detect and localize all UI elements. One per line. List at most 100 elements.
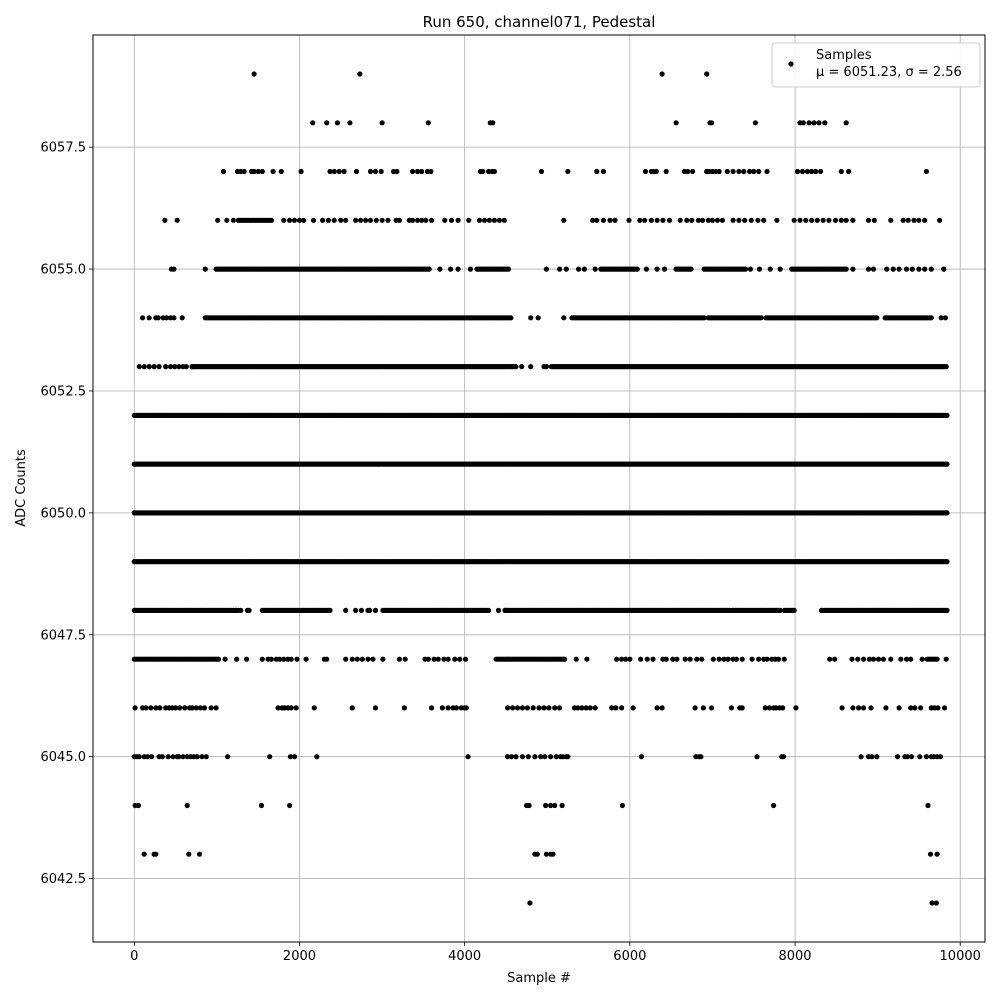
- data-point: [916, 217, 922, 223]
- data-point: [781, 656, 787, 662]
- y-tick-label: 6047.5: [41, 628, 87, 643]
- data-point: [755, 217, 761, 223]
- data-point: [281, 656, 287, 662]
- data-point: [659, 71, 665, 77]
- data-point: [918, 705, 924, 711]
- data-point: [287, 217, 293, 223]
- data-point: [429, 705, 435, 711]
- data-point: [565, 168, 571, 175]
- data-point: [491, 217, 497, 223]
- data-point: [630, 705, 636, 711]
- data-point: [172, 364, 178, 370]
- data-point: [357, 71, 363, 77]
- data-point: [648, 217, 654, 223]
- data-point: [327, 607, 333, 614]
- x-axis-label: Sample #: [507, 971, 571, 986]
- data-point: [324, 656, 330, 662]
- data-point: [534, 851, 540, 857]
- data-point: [259, 656, 265, 662]
- data-point: [186, 851, 192, 857]
- data-point: [162, 217, 168, 223]
- data-point: [184, 802, 190, 809]
- data-point: [843, 266, 849, 272]
- data-point: [373, 217, 379, 223]
- data-point: [816, 120, 822, 126]
- data-point: [938, 315, 944, 321]
- data-point: [934, 656, 940, 662]
- data-point: [410, 217, 416, 223]
- data-point: [311, 705, 317, 711]
- data-point: [480, 168, 486, 175]
- data-point: [644, 656, 650, 662]
- data-point: [415, 217, 421, 223]
- data-point: [548, 802, 554, 809]
- data-point: [463, 705, 469, 711]
- data-point: [548, 754, 554, 760]
- data-point: [888, 217, 894, 223]
- data-point: [455, 217, 461, 223]
- data-point: [800, 120, 806, 126]
- data-point: [442, 217, 448, 223]
- data-point: [354, 656, 360, 662]
- data-point: [325, 217, 331, 223]
- data-point: [331, 217, 337, 223]
- data-point: [797, 217, 803, 223]
- data-point: [736, 168, 742, 175]
- y-axis: 6042.5 6045.0 6047.5 6050.0 6052.5 6055.0 6057…: [41, 141, 93, 887]
- data-point: [733, 656, 740, 662]
- data-point: [230, 217, 236, 223]
- data-point: [767, 266, 773, 272]
- data-point: [171, 315, 177, 321]
- data-point: [402, 656, 408, 662]
- data-point: [725, 656, 731, 662]
- data-point: [171, 266, 177, 272]
- data-point: [869, 754, 875, 760]
- data-point: [754, 754, 760, 760]
- data-point: [730, 217, 736, 223]
- data-point: [865, 266, 872, 272]
- data-point: [809, 168, 815, 175]
- data-point: [742, 266, 749, 272]
- data-point: [193, 705, 199, 711]
- data-point: [880, 656, 887, 662]
- data-point: [758, 315, 764, 321]
- data-point: [251, 168, 257, 175]
- data-point: [811, 120, 817, 126]
- data-point: [912, 705, 918, 711]
- data-point: [710, 656, 716, 662]
- data-point: [677, 217, 683, 223]
- data-point: [933, 900, 939, 906]
- data-point: [294, 656, 300, 662]
- data-point: [638, 754, 645, 760]
- data-point: [146, 364, 152, 370]
- data-point: [865, 217, 872, 223]
- data-point: [559, 802, 565, 809]
- data-point: [343, 607, 349, 614]
- x-tick-label: 8000: [778, 949, 811, 964]
- data-point: [704, 71, 710, 77]
- data-point: [203, 754, 209, 760]
- data-point: [281, 217, 287, 223]
- data-point: [638, 656, 644, 662]
- data-point: [277, 656, 283, 662]
- data-point: [728, 705, 735, 711]
- data-point: [689, 217, 695, 223]
- data-point: [804, 168, 811, 175]
- data-point: [937, 217, 943, 223]
- data-point: [674, 656, 680, 662]
- data-point: [619, 802, 626, 809]
- data-point: [425, 656, 431, 662]
- y-tick-label: 6050.0: [41, 506, 87, 521]
- data-point: [338, 217, 344, 223]
- data-point: [856, 705, 862, 711]
- data-point: [809, 217, 815, 223]
- data-point: [528, 315, 534, 321]
- data-point: [310, 217, 317, 223]
- data-point: [944, 510, 950, 516]
- data-point: [343, 656, 349, 662]
- data-point: [944, 607, 950, 614]
- data-point: [822, 120, 828, 126]
- data-point: [557, 705, 563, 711]
- data-point: [600, 217, 607, 223]
- data-point: [396, 217, 402, 223]
